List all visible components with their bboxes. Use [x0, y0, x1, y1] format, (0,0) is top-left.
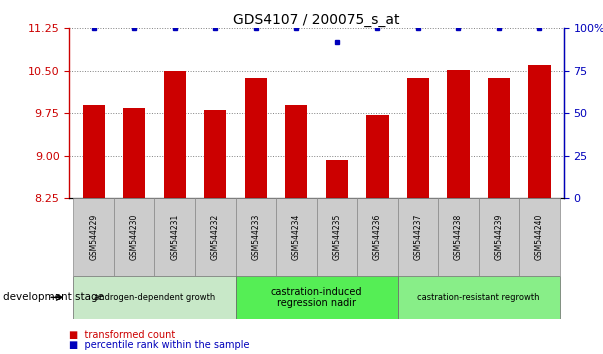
- Text: GSM544238: GSM544238: [454, 214, 463, 260]
- Bar: [438, 198, 479, 276]
- Bar: [357, 198, 397, 276]
- Bar: [83, 105, 105, 198]
- Text: ■  transformed count: ■ transformed count: [69, 330, 175, 339]
- Text: GSM544236: GSM544236: [373, 214, 382, 261]
- Text: GSM544237: GSM544237: [414, 214, 422, 261]
- Bar: [276, 198, 317, 276]
- Text: GSM544229: GSM544229: [89, 214, 98, 260]
- Text: GSM544234: GSM544234: [292, 214, 301, 261]
- Bar: [163, 71, 186, 198]
- Bar: [447, 70, 470, 198]
- Bar: [123, 108, 145, 198]
- Text: GSM544240: GSM544240: [535, 214, 544, 261]
- Bar: [195, 198, 236, 276]
- Bar: [397, 276, 560, 319]
- Bar: [488, 78, 510, 198]
- Bar: [154, 198, 195, 276]
- Bar: [519, 198, 560, 276]
- Bar: [204, 110, 226, 198]
- Title: GDS4107 / 200075_s_at: GDS4107 / 200075_s_at: [233, 13, 400, 27]
- Bar: [114, 198, 154, 276]
- Bar: [236, 198, 276, 276]
- Text: development stage: development stage: [3, 292, 104, 302]
- Bar: [74, 276, 236, 319]
- Bar: [245, 78, 267, 198]
- Text: GSM544230: GSM544230: [130, 214, 139, 261]
- Text: castration-resistant regrowth: castration-resistant regrowth: [417, 293, 540, 302]
- Text: androgen-dependent growth: androgen-dependent growth: [94, 293, 215, 302]
- Bar: [397, 198, 438, 276]
- Text: GSM544235: GSM544235: [332, 214, 341, 261]
- Bar: [528, 65, 551, 198]
- Text: GSM544232: GSM544232: [211, 214, 219, 260]
- Bar: [407, 78, 429, 198]
- Bar: [74, 198, 114, 276]
- Bar: [326, 160, 348, 198]
- Text: GSM544233: GSM544233: [251, 214, 260, 261]
- Text: GSM544231: GSM544231: [170, 214, 179, 260]
- Text: castration-induced
regression nadir: castration-induced regression nadir: [271, 286, 362, 308]
- Bar: [317, 198, 357, 276]
- Bar: [285, 105, 308, 198]
- Bar: [236, 276, 397, 319]
- Text: GSM544239: GSM544239: [494, 214, 504, 261]
- Text: ■  percentile rank within the sample: ■ percentile rank within the sample: [69, 340, 250, 350]
- Bar: [366, 115, 388, 198]
- Bar: [479, 198, 519, 276]
